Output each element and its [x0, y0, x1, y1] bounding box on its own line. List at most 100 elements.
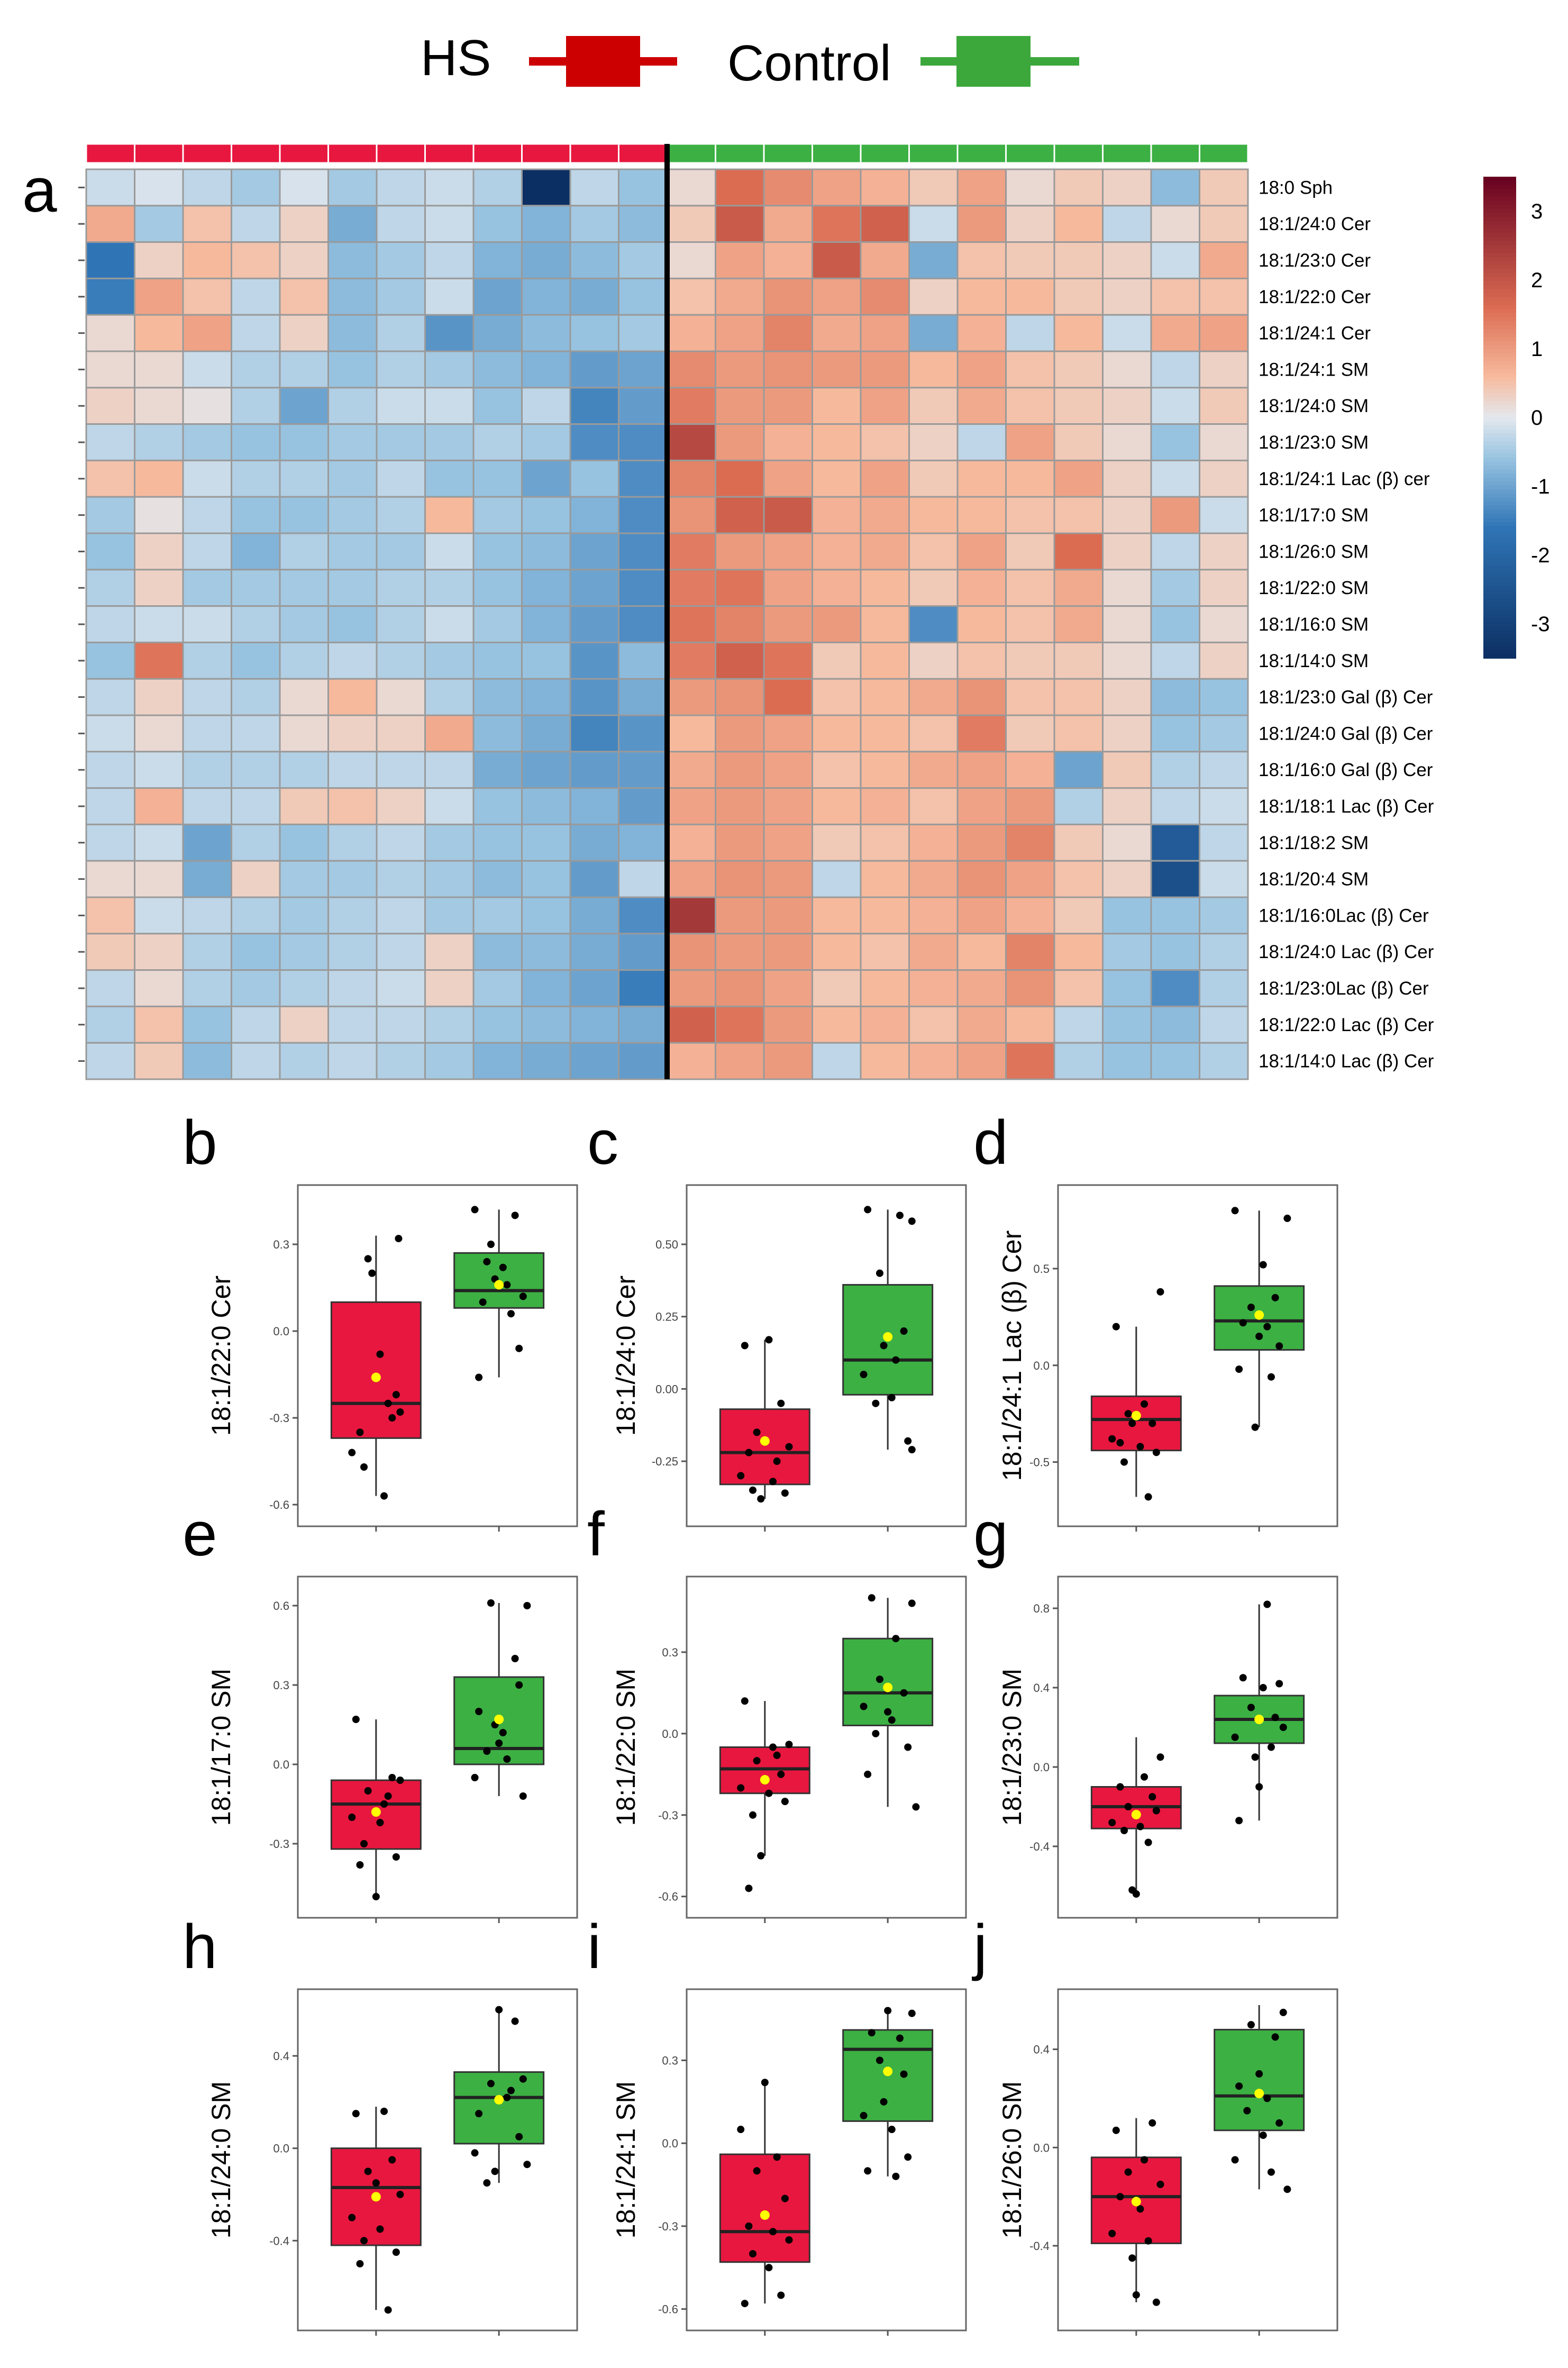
- y-tick-label: 0.0: [662, 2137, 678, 2150]
- heatmap-row-label: 18:1/16:0Lac (β) Cer: [1259, 905, 1429, 926]
- data-point: [765, 1789, 773, 1797]
- heatmap-cell: [715, 751, 765, 789]
- data-point: [1239, 1319, 1247, 1327]
- heatmap-cell: [569, 387, 619, 425]
- heatmap-cell: [231, 823, 281, 862]
- data-point: [356, 1428, 364, 1436]
- heatmap-cell: [521, 933, 571, 971]
- heatmap-cell: [715, 641, 765, 680]
- data-point: [896, 1212, 904, 1219]
- heatmap-cell: [521, 350, 571, 389]
- heatmap-cell: [85, 241, 135, 279]
- heatmap-cell: [1053, 860, 1104, 898]
- heatmap-cell: [618, 314, 668, 352]
- heatmap-cell: [1102, 787, 1152, 825]
- data-point: [1271, 1294, 1279, 1301]
- heatmap-cell: [715, 860, 765, 898]
- heatmap-cell: [472, 714, 523, 753]
- data-point: [511, 1655, 519, 1662]
- panel-label-c: c: [587, 1108, 618, 1178]
- heatmap-cell: [1199, 496, 1249, 534]
- heatmap-cell: [424, 241, 475, 279]
- colorbar-segment: [1483, 365, 1516, 370]
- box-hs: [719, 2153, 810, 2263]
- heatmap-cell: [908, 933, 959, 971]
- colorbar-segment: [1483, 205, 1516, 210]
- heatmap-cell: [763, 459, 813, 498]
- data-point: [1247, 1704, 1255, 1711]
- heatmap-cell: [715, 933, 765, 971]
- heatmap-cell: [85, 350, 135, 389]
- heatmap-cell: [715, 678, 765, 716]
- heatmap-cell: [860, 350, 910, 389]
- heatmap-cell: [231, 532, 281, 571]
- heatmap-cell: [763, 714, 813, 753]
- heatmap-cell: [376, 678, 426, 716]
- heatmap-cell: [376, 1042, 426, 1080]
- heatmap-cell: [618, 168, 668, 207]
- heatmap-cell: [666, 896, 716, 935]
- group-bar-cell-control: [666, 143, 716, 164]
- data-point: [1247, 2021, 1255, 2029]
- y-tick-label: -0.4: [269, 2234, 289, 2247]
- heatmap-cell: [521, 241, 571, 279]
- y-axis-label: 18:1/24:0 SM: [206, 2081, 236, 2238]
- data-point: [503, 1755, 511, 1763]
- heatmap-cell: [279, 1005, 329, 1044]
- heatmap-cell: [231, 205, 281, 243]
- heatmap-cell: [472, 751, 523, 789]
- heatmap-cell: [618, 896, 668, 935]
- colorbar-segment: [1483, 361, 1516, 366]
- heatmap-cell: [1053, 532, 1104, 571]
- data-point: [1148, 1793, 1156, 1801]
- y-axis-label: 18:1/24:0 Cer: [611, 1276, 641, 1436]
- heatmap-cell: [763, 569, 813, 607]
- mean-marker: [883, 1332, 893, 1342]
- heatmap-cell: [231, 350, 281, 389]
- heatmap-cell: [666, 205, 716, 243]
- data-point: [749, 1486, 757, 1494]
- y-tick-label: 0.50: [655, 1238, 678, 1251]
- heatmap-cell: [569, 1042, 619, 1080]
- y-tick-label: 0.0: [1033, 1761, 1050, 1774]
- heatmap-cell: [327, 641, 378, 680]
- colorbar-segment: [1483, 289, 1516, 294]
- heatmap-cell: [908, 714, 959, 753]
- data-point: [1231, 1207, 1239, 1215]
- heatmap-cell: [569, 860, 619, 898]
- heatmap-cell: [85, 387, 135, 425]
- heatmap-cell: [424, 896, 475, 935]
- data-point: [785, 1741, 793, 1748]
- colorbar-segment: [1483, 393, 1516, 398]
- colorbar-segment: [1483, 481, 1516, 486]
- colorbar-segment: [1483, 401, 1516, 406]
- heatmap-cell: [134, 714, 184, 753]
- heatmap-cell: [231, 314, 281, 352]
- heatmap-cell: [1053, 205, 1104, 243]
- heatmap-cell: [618, 751, 668, 789]
- heatmap-cell: [812, 605, 862, 643]
- heatmap-cell: [85, 1005, 135, 1044]
- heatmap-cell: [182, 823, 232, 862]
- data-point: [475, 1708, 483, 1715]
- heatmap-cell: [327, 1042, 378, 1080]
- colorbar-segment: [1483, 497, 1516, 503]
- mean-marker: [494, 1280, 504, 1290]
- heatmap-cell: [1005, 678, 1055, 716]
- y-tick-label: 0.4: [1033, 1681, 1050, 1695]
- heatmap-cell: [85, 714, 135, 753]
- heatmap-cell: [715, 350, 765, 389]
- heatmap-cell: [666, 1005, 716, 1044]
- heatmap-cell: [1005, 168, 1055, 207]
- heatmap-cell: [472, 1005, 523, 1044]
- colorbar-segment: [1483, 477, 1516, 482]
- data-point: [519, 2075, 527, 2083]
- box-control: [453, 2071, 545, 2145]
- data-point: [1239, 1674, 1247, 1682]
- heatmap-cell: [279, 605, 329, 643]
- heatmap-cell: [85, 860, 135, 898]
- heatmap-cell: [134, 933, 184, 971]
- group-bar-cell-control: [1053, 143, 1104, 164]
- heatmap-cell: [327, 787, 378, 825]
- data-point: [868, 1594, 876, 1602]
